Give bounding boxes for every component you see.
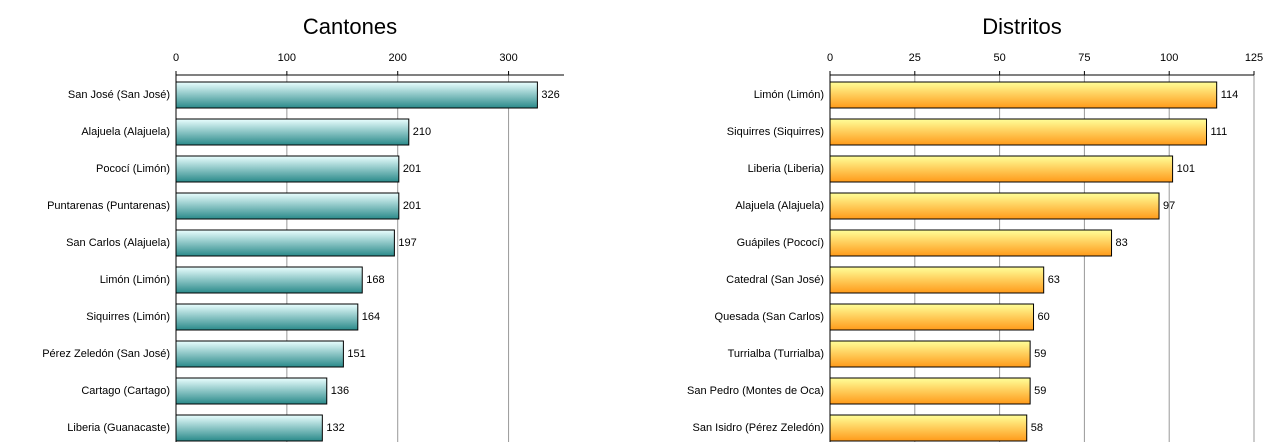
value-label: 326: [541, 89, 559, 101]
x-tick-label: 25: [909, 52, 921, 64]
y-tick-label: Liberia (Liberia): [748, 163, 824, 175]
value-label: 210: [413, 126, 431, 138]
value-label: 168: [366, 274, 384, 286]
y-tick-label: Alajuela (Alajuela): [81, 126, 170, 138]
y-tick-label: San José (San José): [68, 89, 170, 101]
value-label: 59: [1034, 385, 1046, 397]
y-tick-label: San Carlos (Alajuela): [66, 237, 170, 249]
bar: [175, 229, 395, 257]
value-label: 197: [398, 237, 416, 249]
value-label: 151: [347, 348, 365, 360]
x-tick-label: 100: [278, 52, 296, 64]
bar: [175, 303, 359, 331]
value-label: 164: [362, 311, 380, 323]
value-label: 63: [1048, 274, 1060, 286]
bar: [175, 155, 400, 183]
bar: [175, 266, 363, 294]
chart-title: Cantones: [303, 14, 397, 39]
x-tick-label: 0: [173, 52, 179, 64]
value-label: 201: [403, 200, 421, 212]
value-label: 132: [326, 422, 344, 434]
value-label: 59: [1034, 348, 1046, 360]
y-tick-label: Catedral (San José): [726, 274, 824, 286]
x-tick-label: 125: [1245, 52, 1263, 64]
x-tick-label: 50: [993, 52, 1005, 64]
y-tick-label: Alajuela (Alajuela): [735, 200, 824, 212]
value-label: 201: [403, 163, 421, 175]
bar: [829, 229, 1113, 257]
y-tick-label: Limón (Limón): [754, 89, 824, 101]
x-tick-label: 75: [1078, 52, 1090, 64]
bar: [829, 81, 1218, 109]
y-tick-label: Cartago (Cartago): [81, 385, 170, 397]
y-tick-label: Quesada (San Carlos): [715, 311, 824, 323]
x-tick-label: 100: [1160, 52, 1178, 64]
y-tick-label: Siquirres (Limón): [86, 311, 170, 323]
value-label: 58: [1031, 422, 1043, 434]
bar: [175, 377, 328, 405]
bar: [175, 118, 410, 146]
y-tick-label: Guápiles (Pococí): [737, 237, 824, 249]
value-label: 83: [1116, 237, 1128, 249]
value-label: 114: [1221, 89, 1239, 101]
y-tick-label: Pérez Zeledón (San José): [42, 348, 170, 360]
bar: [175, 81, 538, 109]
value-label: 101: [1177, 163, 1195, 175]
bar: [829, 192, 1160, 220]
value-label: 60: [1038, 311, 1050, 323]
y-tick-label: Siquirres (Siquirres): [727, 126, 824, 138]
y-tick-label: Pococí (Limón): [96, 163, 170, 175]
y-tick-label: San Pedro (Montes de Oca): [687, 385, 824, 397]
value-label: 97: [1163, 200, 1175, 212]
bar: [829, 155, 1174, 183]
y-tick-label: San Isidro (Pérez Zeledón): [693, 422, 824, 434]
x-tick-label: 0: [827, 52, 833, 64]
bar: [829, 377, 1031, 405]
value-label: 111: [1211, 126, 1228, 138]
bar: [829, 266, 1045, 294]
x-tick-label: 300: [499, 52, 517, 64]
y-tick-label: Turrialba (Turrialba): [728, 348, 824, 360]
y-tick-label: Limón (Limón): [100, 274, 170, 286]
bar: [829, 118, 1208, 146]
chart-title: Distritos: [982, 14, 1061, 39]
bar: [829, 340, 1031, 368]
bar: [829, 414, 1028, 442]
y-tick-label: Liberia (Guanacaste): [67, 422, 170, 434]
bar: [175, 192, 400, 220]
x-tick-label: 200: [389, 52, 407, 64]
bar: [829, 303, 1035, 331]
bar: [175, 414, 323, 442]
y-tick-label: Puntarenas (Puntarenas): [47, 200, 170, 212]
bar: [175, 340, 344, 368]
value-label: 136: [331, 385, 349, 397]
